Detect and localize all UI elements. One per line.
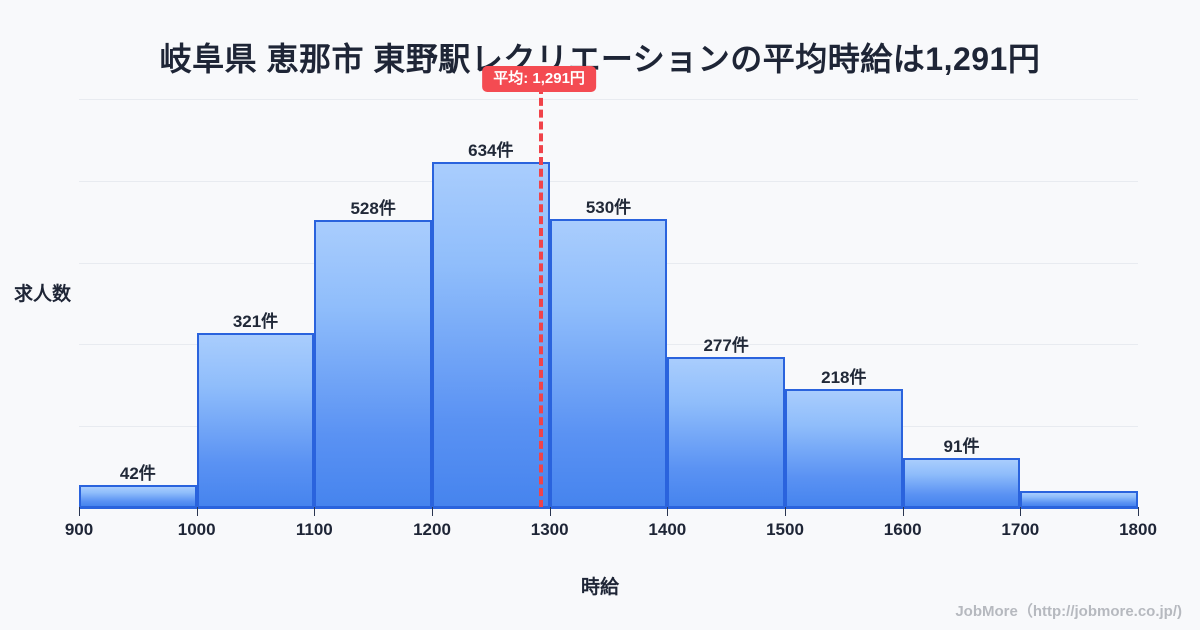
average-line: [539, 86, 544, 508]
x-axis-tick-label: 1100: [295, 520, 333, 539]
y-axis-title: 求人数: [14, 284, 72, 305]
bar[interactable]: [432, 162, 550, 508]
bar-value-label: 528件: [350, 199, 396, 219]
x-axis-tick: [196, 507, 198, 516]
x-axis-tick-label: 1800: [1119, 520, 1157, 539]
bar[interactable]: [314, 220, 432, 508]
bar[interactable]: [902, 458, 1021, 508]
page-title: 岐阜県 恵那市 東野駅レクリエーションの平均時給は1,291円: [159, 41, 1041, 77]
x-axis-tick: [549, 507, 551, 516]
bar-value-label: 218件: [821, 368, 867, 388]
x-axis-tick-label: 1700: [1001, 520, 1040, 539]
bar-value-label: 321件: [232, 311, 279, 331]
x-axis-tick: [667, 507, 669, 516]
x-axis-tick: [79, 507, 80, 516]
bar[interactable]: [1020, 491, 1138, 508]
x-axis-tick-label: 1500: [766, 520, 804, 539]
bar[interactable]: [549, 219, 668, 508]
watermark: JobMore（http://jobmore.co.jp/): [955, 603, 1182, 620]
gridline: [79, 180, 1138, 182]
x-axis: 900 1000 1100 1200 1300 1400 1500 1600 1700 1800: [65, 507, 1157, 539]
x-axis-tick-label: 900: [64, 520, 94, 539]
gridline: [79, 99, 1138, 101]
bar-value-label: 277件: [703, 335, 749, 355]
x-axis-title: 時給: [580, 577, 619, 598]
bar-value-label: 634件: [468, 141, 514, 161]
x-axis-tick: [785, 507, 786, 516]
average-badge: 平均: 1,291円: [482, 66, 596, 93]
x-axis-tick-label: 1200: [413, 520, 451, 539]
x-axis-tick: [1020, 507, 1022, 516]
bar[interactable]: [196, 333, 315, 508]
x-axis-tick-label: 1000: [177, 520, 216, 539]
x-axis-tick-label: 1600: [883, 520, 922, 539]
bar-value-label: 530件: [585, 198, 632, 218]
x-axis-tick-label: 1300: [530, 520, 569, 539]
x-axis-tick: [432, 507, 433, 516]
x-axis-tick: [1138, 507, 1139, 516]
bar[interactable]: [785, 389, 903, 508]
plot-area: 42件 321件 528件 634件 530件 277件 218件 91件 平均: 1,291円: [79, 66, 1138, 508]
bar[interactable]: [667, 356, 785, 508]
x-axis-tick-label: 1400: [648, 520, 687, 539]
x-axis-tick: [314, 507, 316, 516]
bar-value-label: 42件: [119, 464, 156, 484]
bars-layer: 42件 321件 528件 634件 530件 277件 218件 91件 平均: 1,291円: [79, 66, 1138, 508]
bar[interactable]: [79, 485, 197, 508]
x-axis-tick: [902, 507, 904, 516]
bar-value-label: 91件: [943, 437, 980, 457]
